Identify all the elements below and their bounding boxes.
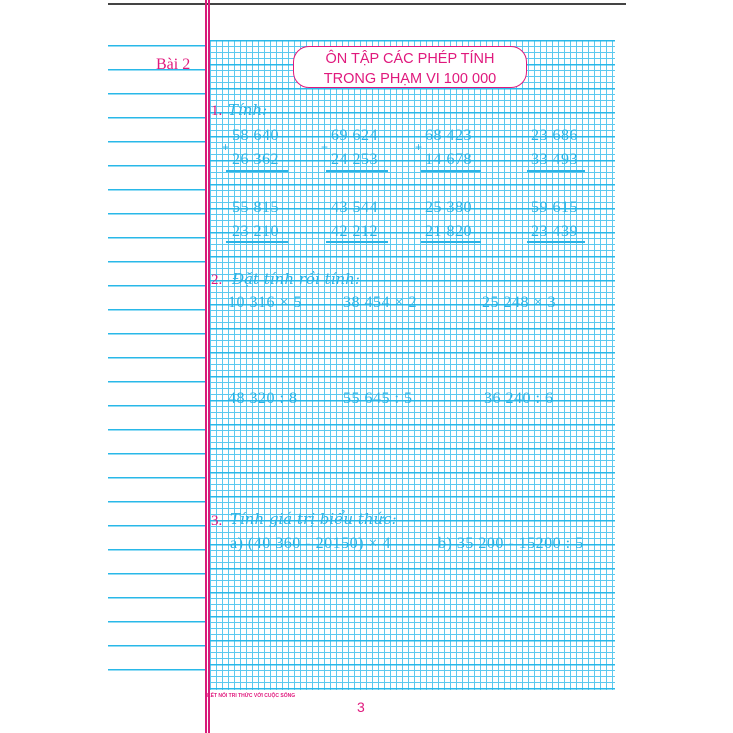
ex1-r1c1-op: + <box>222 140 230 154</box>
ex1-r1c3-b: 14 678 <box>425 151 472 168</box>
ex1-r2c4-a: 59 615 <box>531 199 578 216</box>
underline <box>326 241 388 243</box>
grid-paper <box>210 40 615 690</box>
title-line-2: TRONG PHẠM VI 100 000 <box>323 71 497 87</box>
exercise-2-number: 2. <box>211 272 223 288</box>
underline <box>226 170 288 172</box>
ex2-item-4: 48 320 : 8 <box>228 390 298 407</box>
publisher-footer: KẾT NỐI TRI THỨC VỚI CUỘC SỐNG <box>207 693 296 699</box>
ex1-r1c2-op: + <box>321 140 329 154</box>
ex1-r2c2-b: 42 212 <box>331 223 378 240</box>
ex1-r2c3-a: 25 380 <box>425 199 472 216</box>
ex1-r1c2-a: 69 624 <box>331 127 378 144</box>
ex1-r1c4-a: 23 686 <box>531 127 578 144</box>
exercise-1-heading: Tính: <box>228 101 268 119</box>
underline <box>421 241 481 243</box>
ex1-r1c2-b: 24 253 <box>331 151 378 168</box>
ex1-r2c3-b: 21 820 <box>425 223 472 240</box>
margin-line <box>205 0 207 733</box>
underline <box>421 170 481 172</box>
ex1-r1c3-a: 68 423 <box>425 127 472 144</box>
exercise-1-number: 1. <box>211 103 223 119</box>
underline <box>326 170 388 172</box>
underline <box>527 170 585 172</box>
ruled-margin-lines <box>108 40 205 690</box>
ex3-part-b: b) 35 200 - 15200 : 5 <box>438 535 584 552</box>
page-number: 3 <box>357 699 365 715</box>
ex2-item-5: 55 645 : 5 <box>343 390 413 407</box>
lesson-label: Bài 2 <box>156 56 191 73</box>
ex1-r1c3-op: + <box>415 140 423 154</box>
ex1-r1c4-b: 33 493 <box>531 151 578 168</box>
ex1-r2c1-a: 55 815 <box>232 199 279 216</box>
ex1-r2c2-a: 43 544 <box>331 199 378 216</box>
ex2-item-2: 38 454 × 2 <box>343 294 418 311</box>
ex1-r2c4-b: 23 439 <box>531 223 578 240</box>
ex2-item-3: 25 248 × 3 <box>482 294 557 311</box>
page-top-border <box>108 3 626 5</box>
exercise-3-number: 3. <box>211 513 223 529</box>
margin-line <box>208 0 210 733</box>
ex1-r2c1-b: 23 210 <box>232 223 279 240</box>
lesson-title: ÔN TẬP CÁC PHÉP TÍNH TRONG PHẠM VI 100 0… <box>293 46 527 88</box>
ex1-r1c1-b: 26 362 <box>232 151 279 168</box>
ex2-item-1: 10 316 × 5 <box>228 294 303 311</box>
exercise-3-heading: Tính giá trị biểu thức: <box>230 510 397 528</box>
exercise-2-heading: Đặt tính rồi tính: <box>232 270 360 288</box>
ex1-r1c1-a: 58 640 <box>232 127 279 144</box>
ex3-part-a: a) (40 360 - 20150) × 4 <box>230 535 391 552</box>
underline <box>226 241 288 243</box>
underline <box>527 241 585 243</box>
ex2-item-6: 36 240 : 6 <box>484 390 554 407</box>
title-line-1: ÔN TẬP CÁC PHÉP TÍNH <box>325 51 495 67</box>
